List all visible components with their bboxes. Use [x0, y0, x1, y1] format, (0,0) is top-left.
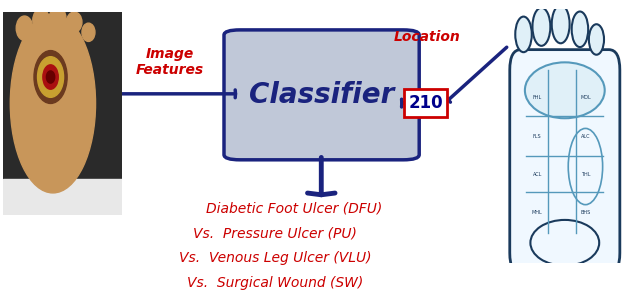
Text: Body Map: Body Map	[545, 187, 607, 200]
Text: Classifier: Classifier	[249, 81, 394, 109]
Ellipse shape	[34, 51, 67, 103]
Bar	[3, 179, 122, 215]
FancyBboxPatch shape	[404, 89, 447, 117]
Text: BHS: BHS	[580, 210, 591, 215]
Ellipse shape	[67, 12, 82, 32]
Ellipse shape	[33, 9, 49, 31]
Text: ALC: ALC	[580, 134, 590, 138]
Text: ACL: ACL	[532, 172, 542, 177]
Ellipse shape	[16, 16, 33, 40]
Text: Vs.  Surgical Wound (SW): Vs. Surgical Wound (SW)	[187, 275, 364, 289]
Text: Vs.  Pressure Ulcer (PU): Vs. Pressure Ulcer (PU)	[193, 226, 357, 240]
Ellipse shape	[532, 8, 550, 46]
Ellipse shape	[82, 23, 95, 42]
Text: FHL: FHL	[532, 95, 542, 100]
FancyBboxPatch shape	[224, 30, 419, 160]
Text: Diabetic Foot Ulcer (DFU): Diabetic Foot Ulcer (DFU)	[206, 201, 383, 215]
Text: 210: 210	[408, 94, 443, 112]
Text: Vs.  Venous Leg Ulcer (VLU): Vs. Venous Leg Ulcer (VLU)	[179, 251, 371, 265]
Ellipse shape	[531, 220, 599, 266]
Ellipse shape	[589, 24, 604, 55]
FancyBboxPatch shape	[509, 50, 620, 273]
Text: THL: THL	[580, 172, 590, 177]
Ellipse shape	[49, 7, 66, 29]
Text: MOL: MOL	[580, 95, 591, 100]
Ellipse shape	[515, 16, 532, 52]
Ellipse shape	[525, 62, 605, 118]
Text: Wound Image: Wound Image	[11, 187, 98, 200]
Text: Image
Features: Image Features	[136, 47, 204, 77]
Ellipse shape	[10, 14, 95, 193]
Ellipse shape	[38, 57, 63, 97]
Text: Location: Location	[394, 30, 461, 44]
Ellipse shape	[572, 12, 588, 47]
Text: FLS: FLS	[533, 134, 541, 138]
Ellipse shape	[43, 65, 58, 89]
Text: MHL: MHL	[532, 210, 543, 215]
Ellipse shape	[47, 71, 54, 83]
Ellipse shape	[552, 5, 570, 43]
